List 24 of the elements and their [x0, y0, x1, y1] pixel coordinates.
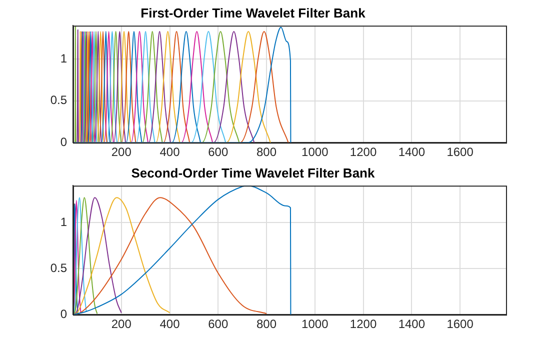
y-tick-label: 1 — [60, 214, 68, 229]
x-tick-label: 1600 — [446, 145, 474, 160]
x-tick-label: 1000 — [302, 317, 329, 332]
y-tick-label: 0 — [60, 134, 68, 149]
x-tick-label: 1600 — [446, 317, 474, 332]
x-tick-label: 1200 — [350, 145, 377, 160]
y-tick-label: 1 — [60, 51, 68, 66]
chart-title: First-Order Time Wavelet Filter Bank — [140, 5, 366, 20]
chart-title: Second-Order Time Wavelet Filter Bank — [131, 165, 376, 180]
x-tick-label: 1400 — [398, 317, 426, 332]
x-tick-label: 1400 — [398, 145, 426, 160]
x-tick-label: 200 — [111, 317, 132, 332]
x-tick-label: 400 — [160, 145, 180, 160]
x-tick-label: 200 — [111, 145, 132, 160]
y-tick-label: 0.5 — [50, 260, 68, 275]
x-tick-label: 600 — [208, 145, 228, 160]
x-tick-label: 1000 — [302, 145, 329, 160]
y-tick-label: 0.5 — [50, 93, 68, 108]
x-tick-label: 400 — [160, 317, 180, 332]
y-tick-label: 0 — [60, 306, 68, 321]
x-tick-label: 1200 — [350, 317, 377, 332]
x-tick-label: 800 — [256, 317, 277, 332]
x-tick-label: 600 — [208, 317, 228, 332]
x-tick-label: 800 — [256, 145, 277, 160]
